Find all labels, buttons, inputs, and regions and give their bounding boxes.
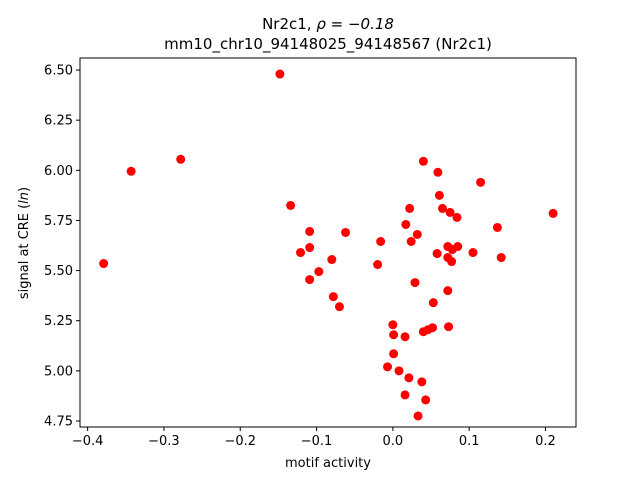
chart-title-rho: ρ = −0.18	[316, 15, 394, 33]
data-point	[447, 245, 457, 255]
data-point	[296, 248, 306, 258]
y-tick-label: 5.75	[44, 214, 73, 229]
chart-title-line1: Nr2c1, ρ = −0.18	[262, 15, 394, 33]
data-point	[412, 229, 422, 239]
data-point	[447, 257, 457, 267]
data-point	[334, 302, 344, 312]
data-point	[389, 349, 399, 359]
y-axis-ticks: 4.75 5.00 5.25 5.50 5.75 6.00 6.25 6.50	[44, 64, 80, 429]
data-point	[305, 275, 315, 285]
y-axis-label-italic: ln	[17, 192, 32, 204]
data-point	[468, 248, 478, 258]
data-point	[452, 212, 462, 222]
y-tick-label: 4.75	[44, 414, 73, 429]
data-point	[305, 226, 315, 236]
data-point	[373, 260, 383, 270]
data-point	[388, 320, 398, 330]
x-axis-ticks: −0.4 −0.3 −0.2 −0.1 0.0 0.1 0.2	[72, 427, 556, 449]
data-point	[406, 236, 416, 246]
data-point	[428, 298, 438, 308]
data-point	[476, 177, 486, 187]
y-axis-label-prefix: signal at CRE (	[17, 204, 32, 299]
data-point	[437, 203, 447, 213]
data-point	[496, 253, 506, 263]
chart-title-prefix: Nr2c1,	[262, 15, 316, 33]
data-point	[328, 292, 338, 302]
data-point	[401, 219, 411, 229]
data-point	[405, 203, 415, 213]
y-tick-label: 5.00	[44, 364, 73, 379]
x-tick-label: 0.2	[535, 434, 556, 449]
data-point	[400, 332, 410, 342]
x-tick-label: 0.1	[459, 434, 480, 449]
plot-frame	[79, 57, 577, 428]
y-axis-label-suffix: )	[17, 187, 32, 192]
data-point	[413, 411, 423, 421]
data-point	[341, 227, 351, 237]
data-points	[99, 69, 558, 421]
y-tick-label: 5.25	[44, 314, 73, 329]
y-tick-label: 6.00	[44, 164, 73, 179]
x-tick-label: −0.4	[72, 434, 104, 449]
data-point	[275, 69, 285, 79]
data-point	[433, 167, 443, 177]
data-point	[548, 208, 558, 218]
data-point	[445, 207, 455, 217]
data-point	[383, 362, 393, 372]
data-point	[418, 156, 428, 166]
data-point	[99, 259, 109, 269]
data-point	[410, 278, 420, 288]
data-point	[434, 190, 444, 200]
x-tick-label: −0.2	[224, 434, 256, 449]
data-point	[404, 373, 414, 383]
data-point	[286, 200, 296, 210]
data-point	[400, 390, 410, 400]
x-tick-label: −0.3	[148, 434, 180, 449]
data-point	[389, 330, 399, 340]
data-point	[126, 166, 136, 176]
data-point	[492, 222, 502, 232]
data-point	[418, 327, 428, 337]
data-point	[314, 267, 324, 277]
y-axis-label: signal at CRE (ln)	[17, 187, 32, 299]
x-axis-label: motif activity	[285, 456, 371, 471]
data-point	[376, 236, 386, 246]
data-point	[443, 286, 453, 296]
data-point	[327, 255, 337, 265]
data-point	[176, 154, 186, 164]
data-point	[394, 366, 404, 376]
data-point	[432, 249, 442, 259]
y-tick-label: 6.50	[44, 64, 73, 79]
x-tick-label: 0.0	[383, 434, 404, 449]
data-point	[305, 243, 315, 253]
chart-title-line2: mm10_chr10_94148025_94148567 (Nr2c1)	[164, 35, 492, 54]
y-tick-label: 6.25	[44, 114, 73, 129]
y-tick-label: 5.50	[44, 264, 73, 279]
data-point	[421, 395, 431, 405]
data-point	[444, 322, 454, 332]
data-point	[417, 377, 427, 387]
x-tick-label: −0.1	[301, 434, 333, 449]
